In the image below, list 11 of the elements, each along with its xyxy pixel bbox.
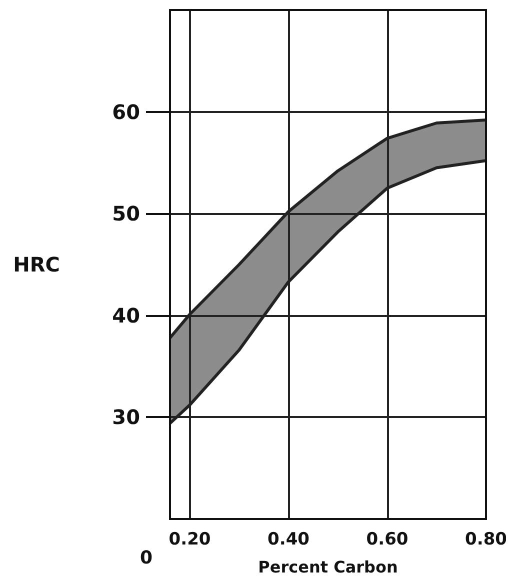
y-tick-label: 50 bbox=[112, 202, 140, 226]
x-tick-label: 0.60 bbox=[366, 530, 408, 550]
y-tick-label: 60 bbox=[112, 100, 140, 124]
text: 0 bbox=[140, 548, 153, 568]
x-tick-label: 0.40 bbox=[268, 530, 310, 550]
x-axis-title: Percent Carbon bbox=[258, 558, 398, 576]
y-tick-label: 30 bbox=[112, 405, 140, 430]
y-tick-label: 40 bbox=[112, 303, 140, 328]
x-tick-label: 0.80 bbox=[465, 530, 508, 550]
y-axis-title: HRC bbox=[13, 252, 60, 276]
x-tick-label: 0.20 bbox=[168, 530, 211, 550]
